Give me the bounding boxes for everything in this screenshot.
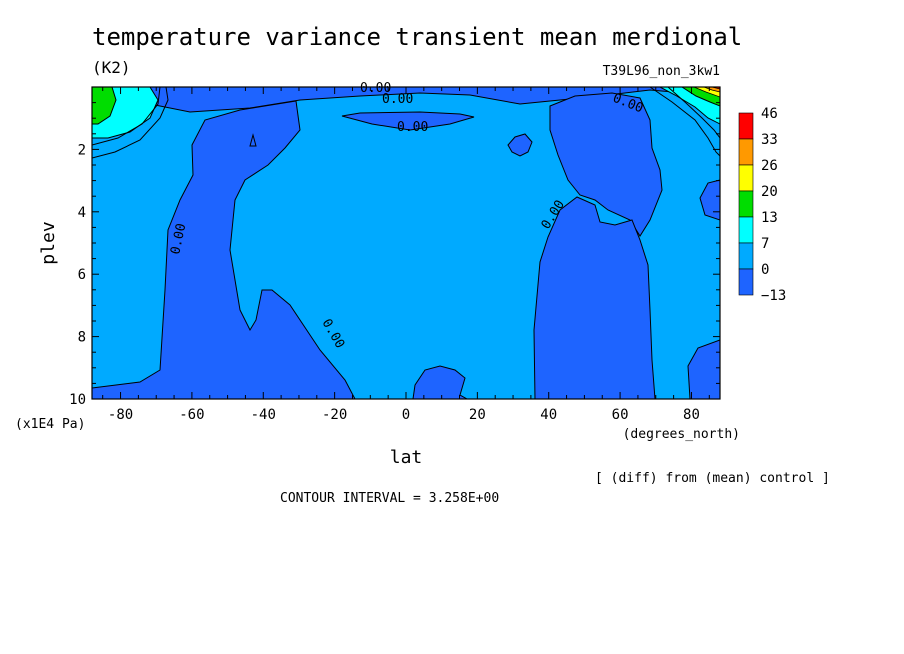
- nh-contour-line-1: [649, 87, 720, 157]
- legend-label: 26: [761, 158, 778, 174]
- legend-swatch: [738, 138, 754, 166]
- run-label: T39L96_non_3kw1: [603, 64, 720, 79]
- sh-contour-line-1: [92, 87, 169, 159]
- contour-interval: CONTOUR INTERVAL = 3.258E+00: [280, 491, 499, 506]
- legend-label: 7: [761, 236, 769, 252]
- contour-label-2: 0.00: [382, 92, 413, 107]
- legend-swatch: [738, 242, 754, 270]
- y-tick-label: 2: [78, 142, 86, 158]
- legend-label: 13: [761, 210, 778, 226]
- legend-swatch: [738, 164, 754, 192]
- chart-title: temperature variance transient mean merd…: [92, 23, 742, 51]
- x-axis: -80 -60 -40 -20 0 20 40 60 80: [102, 87, 710, 423]
- neg-region-small-30n: [507, 133, 533, 157]
- neg-region-bottom-equator: [412, 365, 469, 399]
- legend-label: −13: [761, 288, 786, 304]
- neg-region-right-edge-mid: [699, 179, 720, 221]
- small-contour-45s: [249, 133, 257, 147]
- legend-label: 20: [761, 184, 778, 200]
- color-legend: 46 33 26 20 13 7 0 −13: [738, 106, 786, 304]
- y-tick-label: 10: [69, 392, 86, 408]
- contour-label-5: 0.00: [168, 222, 189, 256]
- y-axis-label: plev: [38, 221, 59, 264]
- x-tick-label: -40: [251, 407, 276, 423]
- neg-region-left-tongue: [92, 100, 356, 399]
- contour-label-1: 0.00: [360, 81, 391, 96]
- neg-region-right-lower: [533, 196, 656, 399]
- y-tick-label: 8: [78, 330, 86, 346]
- y-tick-label: 4: [78, 205, 86, 221]
- legend-label: 0: [761, 262, 769, 278]
- x-tick-label: 40: [540, 407, 557, 423]
- neg-region-right-top: [549, 92, 663, 237]
- y-axis: 2 4 6 8 10: [69, 102, 720, 408]
- x-tick-label: -80: [108, 407, 133, 423]
- x-tick-label: 60: [612, 407, 629, 423]
- x-tick-label: -60: [179, 407, 204, 423]
- legend-swatch: [738, 112, 754, 140]
- sh-contour-line-2: [92, 87, 161, 146]
- x-tick-label: -20: [322, 407, 347, 423]
- x-tick-label: 0: [402, 407, 410, 423]
- contour-field: [92, 87, 720, 399]
- x-axis-label: lat: [390, 447, 423, 468]
- neg-region-right-edge-low: [687, 339, 720, 399]
- chart-units: (K2): [92, 58, 131, 77]
- y-tick-label: 6: [78, 267, 86, 283]
- nh-contour-line-2: [667, 87, 720, 139]
- pos-region-sh-tongue-13: [92, 87, 117, 125]
- y-axis-units: (x1E4 Pa): [15, 417, 85, 432]
- x-axis-units: (degrees_north): [623, 427, 740, 442]
- diff-note: [ (diff) from (mean) control ]: [595, 471, 830, 486]
- legend-swatch: [738, 216, 754, 244]
- contour-label-3: 0.00: [397, 120, 428, 135]
- legend-swatch: [738, 268, 754, 296]
- legend-swatch: [738, 190, 754, 218]
- x-tick-label: 80: [683, 407, 700, 423]
- legend-label: 46: [761, 106, 778, 122]
- legend-label: 33: [761, 132, 778, 148]
- x-tick-label: 20: [469, 407, 486, 423]
- neg-region-top-lens: [341, 111, 475, 131]
